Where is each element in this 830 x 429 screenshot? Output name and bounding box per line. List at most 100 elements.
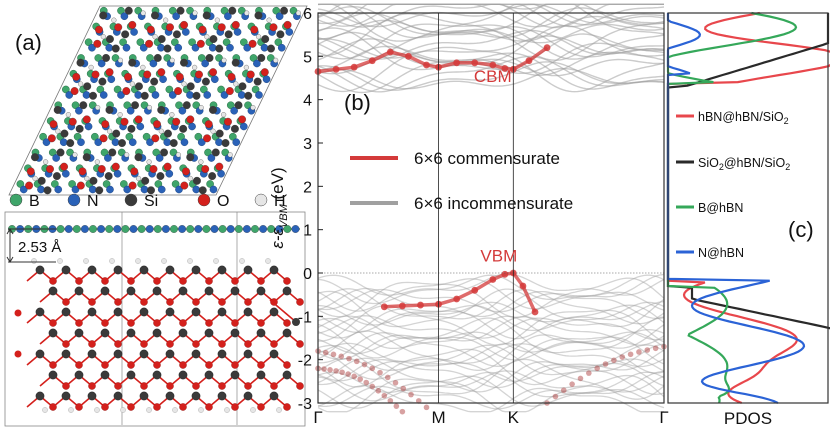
panel-label-c: (c) — [788, 217, 814, 242]
top-atom-h — [95, 105, 101, 111]
top-atom-h — [111, 17, 117, 23]
top-atom-n — [255, 91, 263, 99]
side-atom-si — [256, 370, 266, 380]
top-atom-h — [129, 81, 135, 87]
side-atom-si — [35, 265, 45, 275]
top-atom-si — [224, 30, 233, 39]
top-atom-b — [146, 54, 154, 62]
top-atom-n — [157, 43, 165, 52]
top-atom-n — [62, 169, 70, 178]
top-atom-n — [88, 185, 97, 194]
top-atom-si — [186, 82, 195, 91]
side-atom-b — [121, 225, 130, 233]
top-atom-n — [217, 169, 225, 178]
side-atom-si — [87, 349, 97, 359]
incommensurate-band — [317, 304, 665, 340]
commensurate-bands — [314, 44, 667, 415]
top-atom-si — [128, 58, 137, 67]
top-atom-b — [125, 132, 134, 141]
side-atom-b — [251, 225, 259, 233]
side-atom-b — [283, 225, 292, 233]
top-atom-si — [108, 148, 117, 157]
side-atom-si — [113, 349, 123, 359]
top-atom-n — [230, 106, 238, 115]
side-atom-o — [296, 340, 304, 348]
side-atom-si — [204, 328, 214, 338]
top-atom-b — [39, 132, 47, 141]
top-atom-b — [177, 132, 185, 141]
side-atom-o — [14, 350, 22, 358]
sio2-slab-side — [14, 258, 304, 413]
top-atom-si — [234, 101, 243, 110]
commensurate-point — [619, 354, 626, 360]
side-atom-si — [191, 265, 201, 275]
top-atom-si — [156, 172, 165, 181]
top-atom-n — [117, 91, 125, 99]
top-atom-n — [208, 43, 217, 52]
top-atom-o — [101, 120, 110, 129]
top-atom-n — [88, 43, 96, 52]
side-atom-b — [153, 225, 162, 233]
top-atom-o — [60, 162, 69, 171]
top-atom-b — [221, 148, 230, 157]
top-atom-n — [175, 185, 183, 194]
top-atom-n — [209, 185, 218, 194]
incommensurate-band — [317, 277, 665, 318]
side-atom-si — [139, 391, 149, 401]
top-atom-b — [289, 6, 298, 15]
si-o-bond — [269, 299, 297, 323]
side-atom-si — [126, 370, 136, 380]
top-atom-n — [52, 154, 60, 162]
side-atom-n — [226, 225, 235, 233]
top-atom-n — [140, 185, 149, 194]
top-atom-si — [37, 176, 46, 185]
top-atom-n — [155, 154, 164, 162]
commensurate-point — [346, 355, 352, 362]
top-atom-n — [186, 91, 194, 99]
top-atom-si — [211, 148, 220, 157]
top-atom-h — [124, 152, 130, 158]
top-atom-o — [153, 120, 161, 129]
incommensurate-band — [317, 288, 665, 325]
top-atom-h — [84, 175, 90, 182]
incommensurate-band — [317, 287, 665, 320]
incommensurate-band — [317, 371, 665, 409]
side-atom-si — [165, 265, 175, 275]
side-atom-si — [100, 328, 110, 338]
panel-label-b: (b) — [344, 90, 371, 115]
top-atom-b — [272, 6, 281, 15]
y-tick-label: 2 — [303, 179, 312, 196]
top-atom-h — [107, 128, 113, 134]
top-atom-b — [152, 148, 161, 157]
incommensurate-band — [318, 305, 665, 346]
top-atom-n — [146, 138, 154, 147]
top-atom-n — [149, 59, 158, 68]
top-atom-n — [285, 28, 294, 36]
top-atom-b — [186, 6, 194, 15]
commensurate-point — [636, 349, 642, 355]
top-atom-si — [186, 153, 195, 162]
incommensurate-band — [317, 315, 665, 350]
top-atom-h — [88, 64, 94, 70]
top-atom-o — [47, 134, 56, 143]
top-atom-si — [127, 124, 136, 133]
legend-atom-b-icon — [9, 193, 23, 207]
top-atom-o — [124, 72, 132, 81]
top-atom-b — [168, 6, 177, 15]
side-atom-h — [250, 407, 256, 413]
top-atom-n — [201, 59, 209, 68]
top-atom-h — [187, 175, 193, 182]
top-atom-o — [175, 72, 184, 81]
top-atom-si — [192, 91, 201, 100]
commensurate-point — [586, 370, 592, 376]
y-tick-label: -1 — [298, 309, 312, 326]
commensurate-point — [381, 392, 388, 399]
top-atom-o — [128, 181, 137, 190]
side-atom-si — [217, 391, 227, 401]
commensurate-point — [375, 388, 382, 394]
incommensurate-band — [317, 315, 665, 341]
incommensurate-band — [317, 273, 665, 305]
incommensurate-band — [317, 3, 665, 28]
top-atom-h — [146, 105, 152, 111]
